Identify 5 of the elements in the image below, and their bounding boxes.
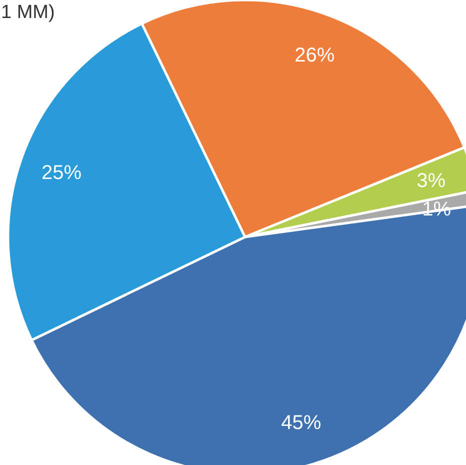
- data-label: 26%: [294, 44, 335, 67]
- data-label: 3%: [416, 170, 446, 192]
- chart-title: 1 MM): [1, 2, 55, 23]
- data-label: 45%: [281, 412, 322, 434]
- data-label: 25%: [41, 162, 82, 184]
